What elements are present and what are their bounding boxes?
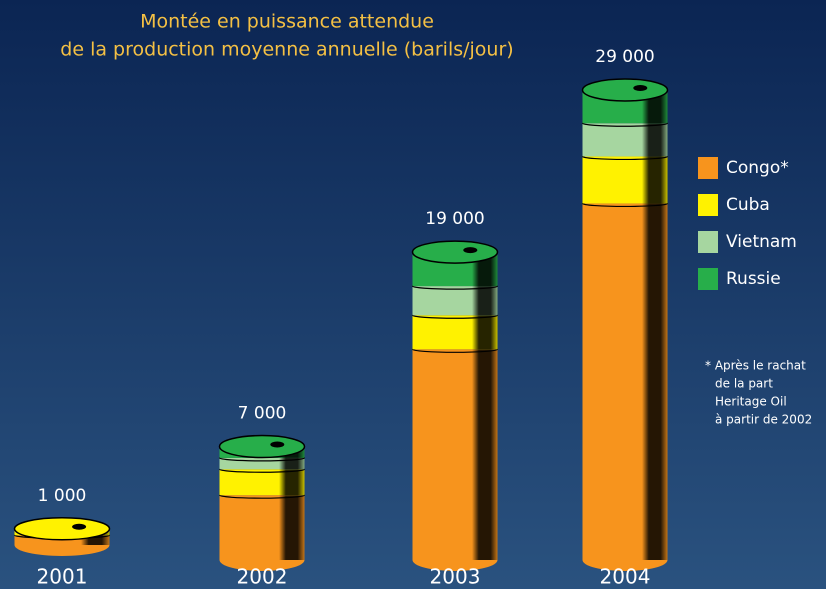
legend-label: Congo* [726, 158, 789, 178]
barrel-shade [412, 286, 498, 316]
total-label: 7 000 [238, 404, 287, 424]
barrel-lid [218, 434, 306, 459]
x-tick-label: 2001 [37, 565, 88, 589]
x-tick-label: 2002 [237, 565, 288, 589]
barrel-shade [582, 123, 668, 157]
barrel-lid [411, 240, 499, 264]
legend-swatch [698, 231, 718, 253]
barrel-shade [219, 469, 305, 496]
footnote: de la part [715, 377, 773, 391]
legend-swatch [698, 157, 718, 179]
total-label: 19 000 [425, 209, 484, 229]
total-label: 1 000 [38, 486, 87, 506]
barrel-shade [219, 457, 305, 470]
barrel-lid [581, 78, 669, 102]
barrel-shade [412, 349, 498, 560]
legend-label: Cuba [726, 195, 770, 215]
chart-title: de la production moyenne annuelle (baril… [60, 39, 513, 61]
legend-swatch [698, 194, 718, 216]
barrel-shade [582, 156, 668, 204]
chart-title: Montée en puissance attendue [140, 11, 434, 33]
barrel-cap [270, 441, 285, 448]
footnote: Heritage Oil [715, 395, 787, 409]
footnote: * Après le rachat [705, 359, 806, 373]
legend-label: Russie [726, 269, 781, 289]
legend-label: Vietnam [726, 232, 797, 252]
x-tick-label: 2003 [430, 565, 481, 589]
barrel-cap [463, 247, 478, 254]
x-tick-label: 2004 [600, 565, 651, 589]
total-label: 29 000 [595, 47, 654, 67]
barrel-cap [72, 523, 87, 530]
barrel-cap [633, 85, 648, 91]
barrel-shade [412, 315, 498, 350]
barrel-shade [582, 203, 668, 560]
barrel-lid [13, 517, 111, 541]
legend-swatch [698, 268, 718, 290]
footnote: à partir de 2002 [715, 413, 812, 427]
barrel-shade [219, 495, 305, 560]
